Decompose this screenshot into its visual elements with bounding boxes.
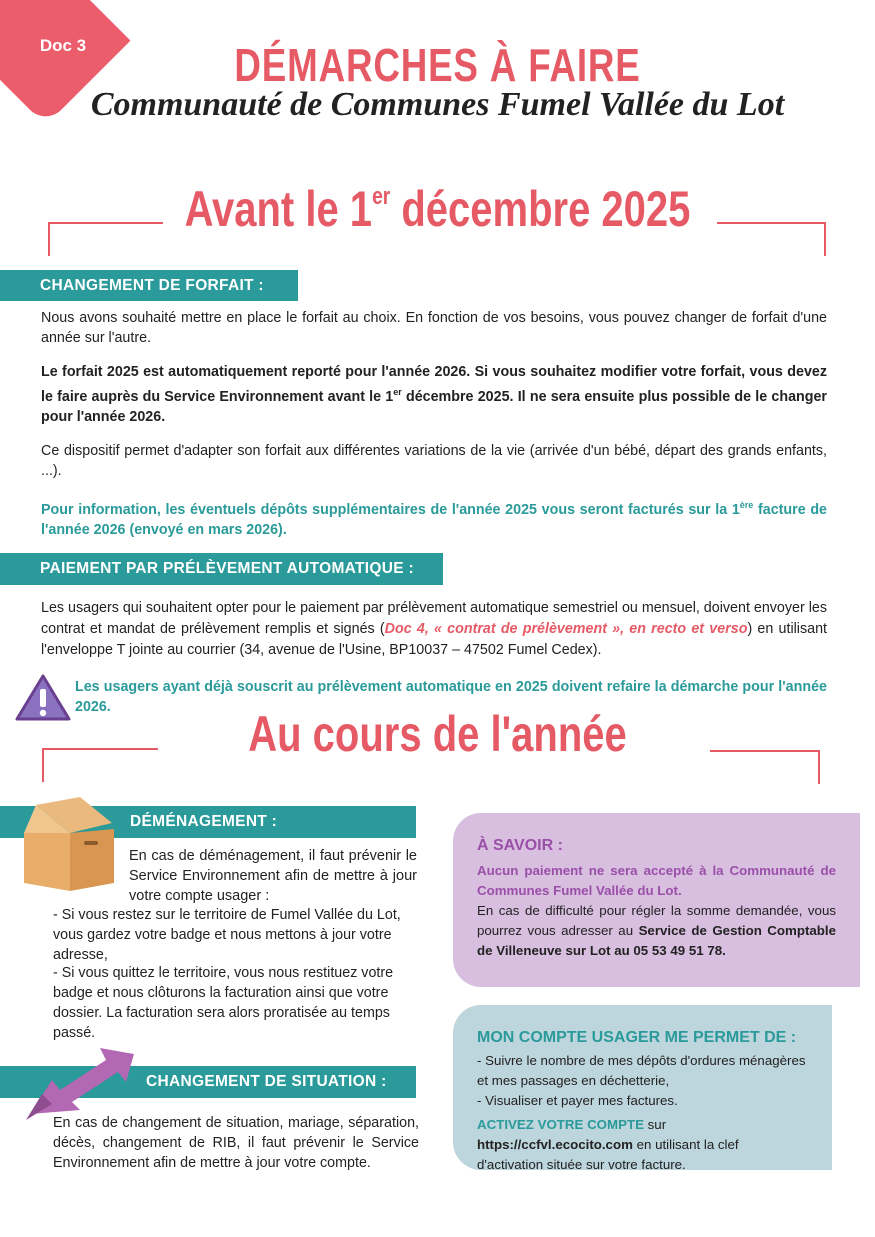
- mon-compte-title: MON COMPTE USAGER ME PERMET DE :: [477, 1029, 797, 1046]
- page-title: DÉMARCHES À FAIRE: [234, 39, 641, 91]
- a-savoir-text: En cas de difficulté pour régler la somm…: [477, 903, 836, 958]
- a-savoir-title: À SAVOIR :: [477, 837, 563, 854]
- a-savoir-highlight: Aucun paiement ne sera accepté à la Comm…: [477, 863, 836, 898]
- mon-compte-item-2: - Visualiser et payer mes factures.: [477, 1093, 678, 1108]
- page-subtitle: Communauté de Communes Fumel Vallée du L…: [90, 86, 785, 123]
- bracket-left: [48, 222, 163, 256]
- forfait-paragraph-4: Pour information, les éventuels dépôts s…: [41, 499, 828, 538]
- mon-compte-box: MON COMPTE USAGER ME PERMET DE : - Suivr…: [453, 1005, 832, 1172]
- demenagement-item-2: - Si vous quittez le territoire, vous no…: [53, 965, 394, 1041]
- forfait-content: Nous avons souhaité mettre en place le f…: [41, 308, 827, 540]
- prelevement-warning: Les usagers ayant déjà souscrit au prélè…: [75, 679, 827, 715]
- section-heading-annee: Au cours de l'année: [248, 706, 627, 762]
- mon-compte-cta: ACTIVEZ VOTRE COMPTE sur https://ccfvl.e…: [477, 1117, 739, 1172]
- section-heading-avant: Avant le 1er décembre 2025: [184, 181, 691, 237]
- doc-tag: Doc 3: [39, 36, 87, 55]
- exchange-arrows-icon: [26, 1048, 134, 1120]
- bracket-left-2: [42, 748, 158, 782]
- ecocito-link[interactable]: https://ccfvl.ecocito.com: [477, 1137, 633, 1152]
- situation-text: En cas de changement de situation, maria…: [53, 1115, 419, 1171]
- section-bar-prelevement: PAIEMENT PAR PRÉLÈVEMENT AUTOMATIQUE :: [0, 553, 443, 585]
- bracket-right-2: [710, 750, 820, 784]
- warning-icon: [15, 674, 71, 721]
- a-savoir-box: À SAVOIR : Aucun paiement ne sera accept…: [453, 813, 860, 987]
- forfait-paragraph-3: Ce dispositif permet d'adapter son forfa…: [41, 442, 827, 479]
- prelevement-paragraph: Les usagers qui souhaitent opter pour le…: [41, 600, 827, 658]
- bracket-right: [717, 222, 826, 256]
- forfait-paragraph-1: Nous avons souhaité mettre en place le f…: [41, 310, 827, 346]
- section-bar-forfait: CHANGEMENT DE FORFAIT :: [0, 270, 298, 301]
- mon-compte-item-1: - Suivre le nombre de mes dépôts d'ordur…: [477, 1053, 806, 1088]
- moving-box-icon: [24, 797, 114, 891]
- forfait-paragraph-2: Le forfait 2025 est automatiquement repo…: [41, 364, 828, 425]
- demenagement-item-1: - Si vous restez sur le territoire de Fu…: [53, 907, 401, 963]
- demenagement-intro: En cas de déménagement, il faut prévenir…: [129, 848, 417, 904]
